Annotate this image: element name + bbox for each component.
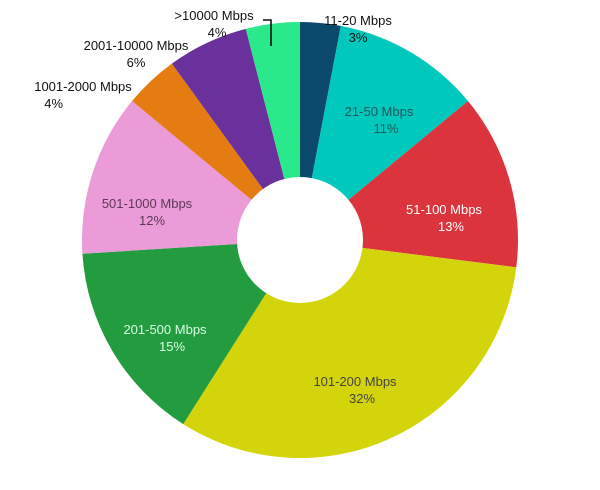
donut-hole: [237, 177, 363, 303]
label-2001-10000: 2001-10000 Mbps 6%: [83, 38, 189, 70]
label-11-20: 11-20 Mbps 3%: [324, 13, 392, 45]
label-over-10000: >10000 Mbps 4%: [174, 8, 254, 40]
label-1001-2000: 1001-2000 Mbps 4%: [34, 79, 132, 111]
slice-101-200-mbps: [183, 240, 517, 459]
leader-line: [263, 19, 272, 46]
label-51-100: 51-100 Mbps 13%: [406, 202, 482, 234]
label-101-200: 101-200 Mbps 32%: [313, 374, 397, 406]
label-21-50: 21-50 Mbps 11%: [344, 104, 414, 136]
label-501-1000: 501-1000 Mbps 12%: [101, 196, 193, 228]
slice-21-50-mbps: [300, 25, 468, 241]
label-201-500: 201-500 Mbps 15%: [123, 322, 207, 354]
slice-201-500-mbps: [82, 240, 300, 425]
